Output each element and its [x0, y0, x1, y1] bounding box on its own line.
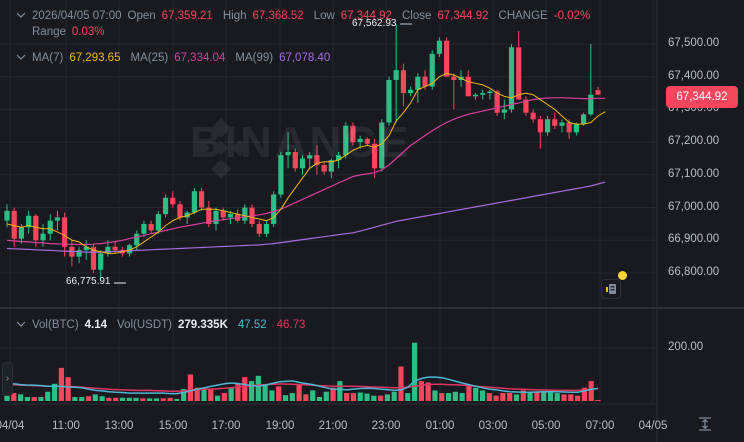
high-value: 67,368.52	[252, 10, 304, 22]
open-label: Open	[127, 10, 156, 22]
price-tick-label: 67,100.00	[668, 167, 720, 180]
auto-scale-icon[interactable]	[697, 416, 713, 432]
close-label: Close	[401, 10, 432, 22]
time-tick-label: 19:00	[265, 420, 295, 432]
ma99-value: 67,078.40	[279, 52, 331, 64]
range-value: 0.03%	[71, 26, 105, 38]
binance-logo-icon	[193, 118, 249, 179]
price-tick-label: 67,200.00	[668, 135, 720, 148]
range-legend: Range 0.03%	[32, 26, 115, 38]
chevron-down-icon[interactable]	[16, 319, 26, 329]
low-marker-label: 66,775.91	[66, 276, 111, 287]
chart-settings-button[interactable]	[601, 279, 621, 299]
change-value: -0.02%	[553, 10, 591, 22]
time-tick-label: 23:00	[371, 420, 401, 432]
time-tick-label: 13:00	[104, 420, 134, 432]
open-value: 67,359.21	[161, 10, 213, 22]
time-tick-label: 07:00	[585, 420, 615, 432]
low-value: 67,344.92	[340, 10, 392, 22]
time-tick-label: 15:00	[158, 420, 188, 432]
expand-panel-button[interactable]: ›	[2, 362, 13, 396]
watermark-text: BINANCE	[190, 118, 412, 167]
ma7-label: MA(7)	[32, 52, 64, 64]
high-label: High	[222, 10, 247, 22]
time-tick-label: 03:00	[478, 420, 508, 432]
orderbook-icon	[606, 284, 616, 294]
volume-axis-label: 200.00	[668, 341, 704, 353]
price-tick-label: 66,800.00	[668, 265, 720, 278]
vol-usdt-label: Vol(USDT)	[117, 319, 172, 331]
vol-ma1-value: 47.52	[237, 319, 267, 331]
current-price-tag: 67,344.92	[666, 86, 738, 108]
ma99-label: MA(99)	[235, 52, 274, 64]
chevron-down-icon[interactable]	[16, 52, 26, 62]
ma25-value: 67,334.04	[174, 52, 226, 64]
volume-legend: Vol(BTC) 4.14 Vol(USDT) 279.335K 47.52 4…	[16, 319, 315, 331]
watermark: BINANCE	[190, 118, 412, 179]
price-tick-label: 66,900.00	[668, 233, 720, 246]
time-tick-label: 04/05	[638, 420, 668, 432]
time-tick-label: 21:00	[318, 420, 348, 432]
time-tick-label: 01:00	[425, 420, 455, 432]
notification-dot	[618, 271, 627, 280]
ma25-label: MA(25)	[130, 52, 169, 64]
ohlc-legend: 2026/04/05 07:00 Open 67,359.21 High 67,…	[16, 10, 600, 22]
ohlc-datetime: 2026/04/05 07:00	[32, 10, 122, 22]
price-tick-label: 67,000.00	[668, 200, 720, 213]
time-tick-label: 17:00	[211, 420, 241, 432]
vol-ma2-value: 46.73	[276, 319, 306, 331]
low-label: Low	[313, 10, 335, 22]
high-marker-label: 67,562.93	[352, 18, 397, 29]
vol-btc-label: Vol(BTC)	[32, 319, 79, 331]
ma7-value: 67,293.65	[69, 52, 121, 64]
time-tick-label: 11:00	[52, 420, 80, 432]
vol-usdt-value: 279.335K	[178, 319, 228, 331]
time-tick-label: 04/04	[0, 420, 25, 432]
ma-legend: MA(7) 67,293.65 MA(25) 67,334.04 MA(99) …	[16, 52, 340, 64]
vol-btc-value: 4.14	[84, 319, 108, 331]
price-tick-label: 67,500.00	[668, 37, 720, 49]
range-label: Range	[32, 26, 66, 38]
change-label: CHANGE	[498, 10, 548, 22]
time-tick-label: 05:00	[531, 420, 561, 432]
chevron-down-icon[interactable]	[16, 10, 26, 20]
close-value: 67,344.92	[437, 10, 489, 22]
price-tick-label: 67,400.00	[668, 69, 720, 82]
